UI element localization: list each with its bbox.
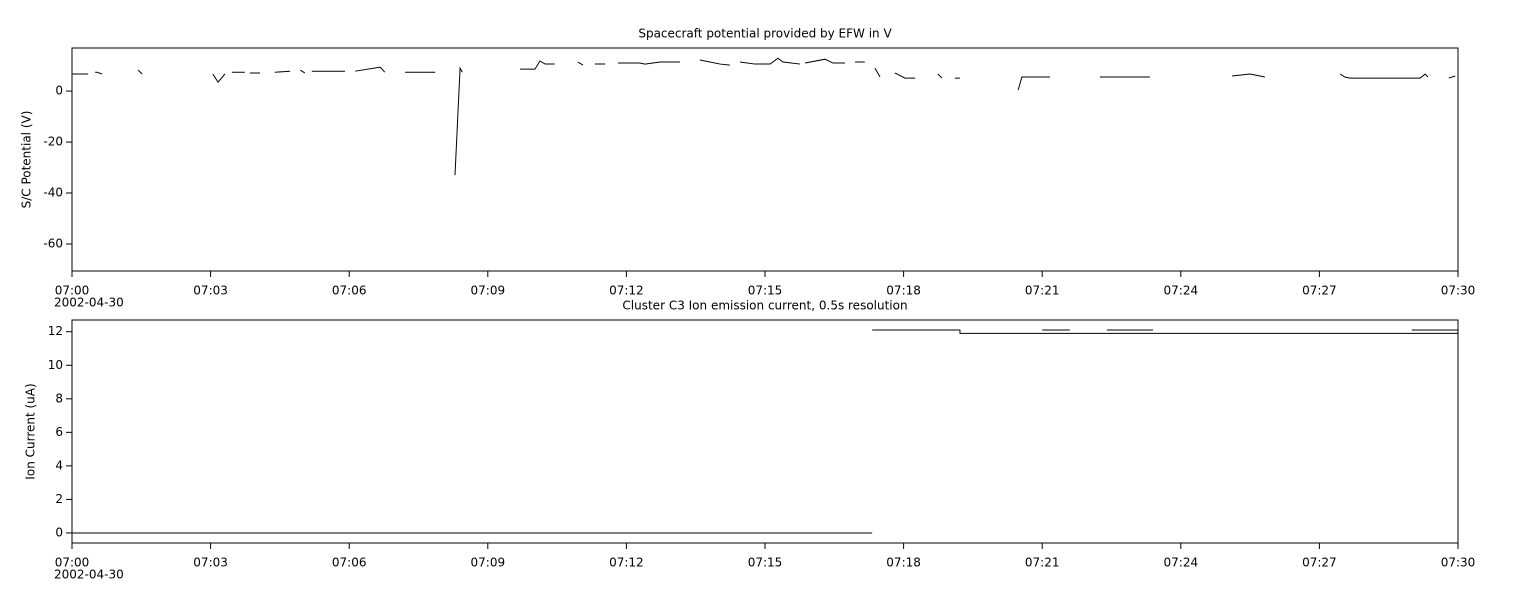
x-tick-label: 07:12 xyxy=(609,556,644,570)
y-axis-label: Ion Current (uA) xyxy=(24,383,38,479)
date-label: 2002-04-30 xyxy=(54,568,124,582)
y-tick-label: 2 xyxy=(55,492,63,506)
x-tick-label: 07:27 xyxy=(1302,556,1337,570)
x-tick-label: 07:09 xyxy=(471,556,506,570)
y-tick-label: 0 xyxy=(55,525,63,539)
y-tick-label: -40 xyxy=(43,186,63,200)
y-tick-label: 12 xyxy=(48,324,63,338)
x-tick-label: 07:15 xyxy=(748,556,783,570)
x-tick-label: 07:09 xyxy=(471,284,506,298)
y-tick-label: -20 xyxy=(43,135,63,149)
x-tick-label: 07:06 xyxy=(332,556,367,570)
y-tick-label: 4 xyxy=(55,458,63,472)
y-tick-label: 10 xyxy=(48,358,63,372)
x-tick-label: 07:06 xyxy=(332,284,367,298)
y-tick-label: 8 xyxy=(55,391,63,405)
x-tick-label: 07:03 xyxy=(193,284,228,298)
x-tick-label: 07:30 xyxy=(1441,284,1476,298)
x-tick-label: 07:00 xyxy=(55,284,90,298)
x-tick-label: 07:27 xyxy=(1302,284,1337,298)
date-label: 2002-04-30 xyxy=(54,296,124,310)
x-tick-label: 07:21 xyxy=(1025,284,1060,298)
plot-frame xyxy=(71,47,1459,272)
y-tick-label: -60 xyxy=(43,236,63,250)
plot-frame xyxy=(71,319,1459,544)
y-tick-label: 6 xyxy=(55,425,63,439)
x-tick-label: 07:18 xyxy=(886,556,921,570)
x-tick-label: 07:03 xyxy=(193,556,228,570)
x-tick-label: 07:18 xyxy=(886,284,921,298)
chart-title: Spacecraft potential provided by EFW in … xyxy=(638,27,892,41)
x-tick-label: 07:30 xyxy=(1441,556,1476,570)
x-tick-label: 07:24 xyxy=(1164,556,1199,570)
x-tick-label: 07:00 xyxy=(55,556,90,570)
x-tick-label: 07:15 xyxy=(748,284,783,298)
chart-title: Cluster C3 Ion emission current, 0.5s re… xyxy=(622,299,907,313)
y-tick-label: 0 xyxy=(55,84,63,98)
x-tick-label: 07:24 xyxy=(1164,284,1199,298)
data-line xyxy=(72,57,1456,176)
data-line xyxy=(72,329,1458,534)
x-tick-label: 07:12 xyxy=(609,284,644,298)
x-tick-label: 07:21 xyxy=(1025,556,1060,570)
y-axis-label: S/C Potential (V) xyxy=(20,111,34,209)
